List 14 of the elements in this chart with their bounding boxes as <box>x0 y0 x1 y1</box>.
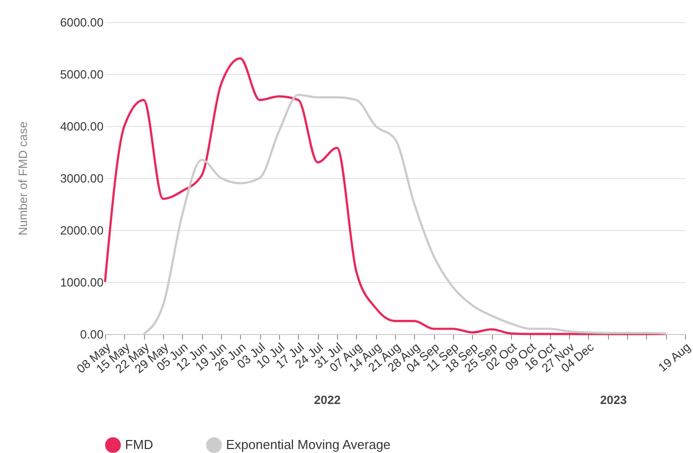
y-tick-label: 6000.00 <box>60 16 104 30</box>
x-tick-label: 19 Aug <box>656 340 693 375</box>
y-axis-title: Number of FMD case <box>16 121 30 236</box>
line-series <box>104 57 667 336</box>
text: 2023 <box>600 393 628 407</box>
y-tick-label: 2000.00 <box>60 224 104 238</box>
y-tick-label: 3000.00 <box>60 172 104 186</box>
y-tick-label: 1000.00 <box>60 276 104 290</box>
y-tick-label: 4000.00 <box>60 120 104 134</box>
legend-label: Exponential Moving Average <box>226 437 391 452</box>
text: 2022 <box>314 393 342 407</box>
y-tick-label: 0.00 <box>80 328 104 342</box>
y-tick-label: 5000.00 <box>60 68 104 82</box>
legend-label: FMD <box>125 437 154 452</box>
